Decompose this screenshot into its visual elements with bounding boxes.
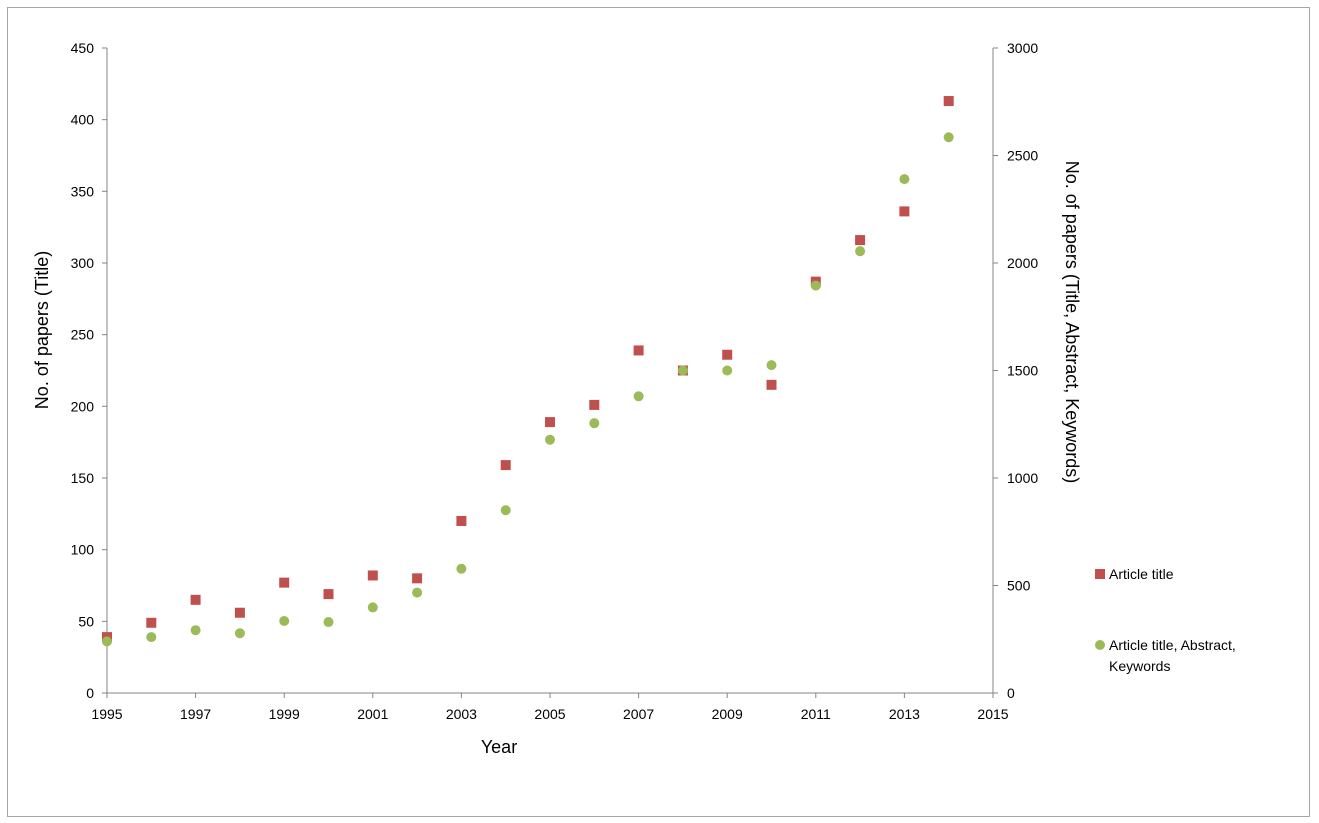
point-title-abstract-keywords <box>500 505 511 516</box>
point-article-title <box>722 349 733 360</box>
legend: Article title Article title, Abstract, K… <box>1095 566 1236 674</box>
point-title-abstract-keywords <box>766 360 777 371</box>
y-left-tick-label: 100 <box>71 542 95 558</box>
point-title-abstract-keywords <box>146 632 157 643</box>
point-title-abstract-keywords <box>323 617 334 628</box>
y-left-tick-label: 0 <box>86 685 94 701</box>
point-article-title <box>855 235 866 246</box>
y-left-tick-label: 450 <box>71 40 95 56</box>
point-title-abstract-keywords <box>234 628 245 639</box>
point-article-title <box>146 617 157 628</box>
y-right-tick-label: 3000 <box>1007 40 1038 56</box>
point-title-abstract-keywords <box>677 365 688 376</box>
point-article-title <box>633 345 644 356</box>
x-tick-label: 1995 <box>91 706 122 722</box>
point-article-title <box>190 594 201 605</box>
x-tick-label: 2011 <box>801 706 831 722</box>
point-title-abstract-keywords <box>855 246 866 257</box>
x-tick-label: 1997 <box>180 706 211 722</box>
x-tick-label: 2005 <box>534 706 565 722</box>
x-tick-label: 2007 <box>623 706 654 722</box>
x-tick-label: 2013 <box>889 706 920 722</box>
point-article-title <box>500 460 511 471</box>
point-article-title <box>412 573 423 584</box>
legend-marker-title-abstract-keywords <box>1095 640 1105 650</box>
x-tick-label: 2003 <box>446 706 477 722</box>
point-article-title <box>234 607 245 618</box>
x-axis-title: Year <box>481 737 517 757</box>
y-left-tick-label: 300 <box>71 255 95 271</box>
point-article-title <box>545 417 555 428</box>
point-title-abstract-keywords <box>367 602 378 613</box>
point-title-abstract-keywords <box>899 174 910 185</box>
y-right-tick-label: 2500 <box>1007 148 1038 164</box>
point-title-abstract-keywords <box>722 365 733 376</box>
point-article-title <box>943 96 954 107</box>
y-left-tick-label: 200 <box>71 398 95 414</box>
y-left-tick-label: 50 <box>78 613 94 629</box>
point-title-abstract-keywords <box>102 636 112 647</box>
legend-label-title-abstract-keywords-line2: Keywords <box>1109 658 1170 674</box>
point-title-abstract-keywords <box>545 434 555 445</box>
x-tick-label: 2015 <box>977 706 1008 722</box>
point-title-abstract-keywords <box>279 615 290 626</box>
y-left-tick-label: 150 <box>71 470 95 486</box>
point-article-title <box>323 589 334 600</box>
point-title-abstract-keywords <box>589 418 600 429</box>
point-article-title <box>279 577 290 588</box>
y-right-tick-label: 500 <box>1007 578 1031 594</box>
y-left-tick-label: 250 <box>71 327 95 343</box>
point-article-title <box>766 379 777 390</box>
y-right-tick-label: 0 <box>1007 685 1015 701</box>
y-left-tick-label: 400 <box>71 112 95 128</box>
x-tick-label: 2009 <box>712 706 743 722</box>
point-article-title <box>589 399 600 410</box>
y-left-tick-label: 350 <box>71 183 95 199</box>
point-article-title <box>899 206 910 217</box>
chart-frame <box>7 7 1310 817</box>
point-title-abstract-keywords <box>190 625 201 636</box>
y-right-tick-label: 2000 <box>1007 255 1038 271</box>
point-title-abstract-keywords <box>943 132 954 143</box>
y-right-tick-label: 1000 <box>1007 470 1038 486</box>
point-title-abstract-keywords <box>456 563 467 574</box>
y-right-tick-label: 1500 <box>1007 363 1038 379</box>
point-article-title <box>456 516 467 526</box>
point-title-abstract-keywords <box>633 391 644 402</box>
y-axis-right-title: No. of papers (Title, Abstract, Keywords… <box>1062 161 1082 483</box>
x-tick-label: 1999 <box>269 706 300 722</box>
ticks-group: 1995 1997 1999 2001 2003 2005 2007 2009 2011 2013… <box>71 40 1039 722</box>
point-title-abstract-keywords <box>412 587 423 598</box>
legend-label-title-abstract-keywords-line1: Article title, Abstract, <box>1109 637 1236 653</box>
y-axis-left-title: No. of papers (Title) <box>32 251 52 409</box>
marks-group <box>102 96 954 647</box>
point-title-abstract-keywords <box>810 280 821 291</box>
x-tick-label: 2001 <box>357 706 388 722</box>
legend-marker-article-title <box>1095 569 1105 579</box>
point-article-title <box>367 570 378 581</box>
axes-group <box>106 48 994 694</box>
legend-label-article-title: Article title <box>1109 566 1174 582</box>
